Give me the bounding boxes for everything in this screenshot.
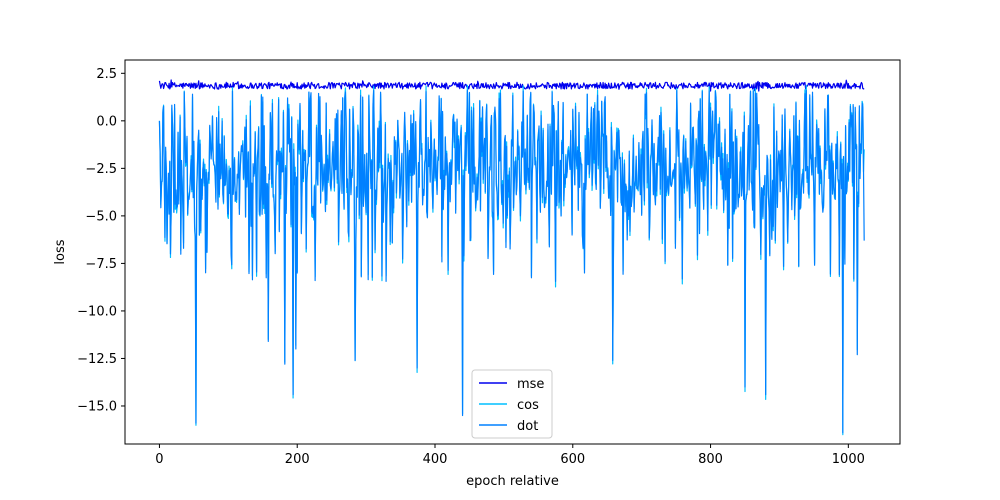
x-tick-label: 200 (285, 452, 310, 467)
legend-item-dot: dot (479, 419, 538, 434)
legend-item-cos: cos (479, 398, 539, 413)
series-line-mse (158, 79, 865, 92)
x-tick-label: 400 (423, 452, 448, 467)
y-axis-label: loss (53, 239, 68, 264)
y-tick-label: −12.5 (77, 352, 117, 367)
y-tick-label: −10.0 (77, 304, 117, 319)
y-tick-label: 0.0 (96, 114, 117, 129)
legend: mse cos dot (471, 369, 553, 439)
y-tick-label: 2.5 (96, 67, 117, 82)
x-tick-label: 1000 (832, 452, 865, 467)
series-layer (158, 79, 865, 436)
y-tick-label: −7.5 (85, 257, 117, 272)
x-axis-label: epoch relative (466, 474, 559, 489)
series-line-dot (158, 89, 865, 434)
legend-label-cos: cos (517, 398, 539, 413)
x-axis: 0 200 400 600 800 1000 (155, 444, 865, 467)
x-tick-label: 800 (698, 452, 723, 467)
x-tick-label: 0 (155, 452, 163, 467)
legend-box (471, 369, 553, 439)
x-tick-label: 600 (560, 452, 585, 467)
y-tick-label: −2.5 (85, 162, 117, 177)
y-axis: 2.5 0.0 −2.5 −5.0 −7.5 −10.0 −12.5 −15.0 (77, 67, 125, 414)
plot-frame (124, 59, 901, 445)
legend-item-mse: mse (479, 377, 544, 392)
legend-label-mse: mse (517, 377, 544, 392)
y-tick-label: −15.0 (77, 399, 117, 414)
legend-label-dot: dot (517, 419, 538, 434)
y-tick-label: −5.0 (85, 209, 117, 224)
